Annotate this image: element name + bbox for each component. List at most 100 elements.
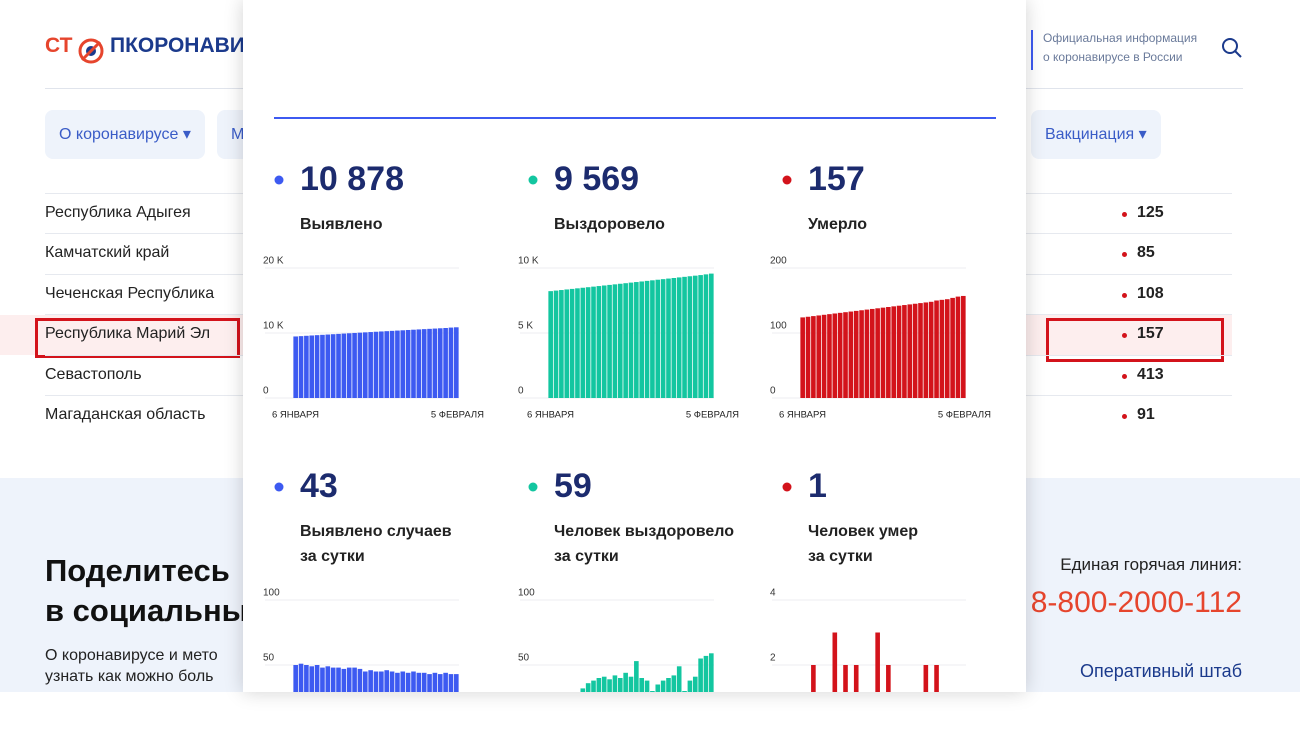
bar <box>950 297 955 398</box>
bar <box>955 296 961 398</box>
bar <box>336 667 341 692</box>
bar <box>548 291 553 398</box>
stat-value: 10 878 <box>300 160 404 198</box>
bar <box>628 676 634 692</box>
region-name: Республика Марий Эл <box>45 325 211 343</box>
bar <box>644 680 650 692</box>
bar <box>325 334 331 398</box>
bar <box>314 335 320 398</box>
stat-label: Человек умер <box>808 523 918 540</box>
x-tick-label: 6 ЯНВАРЯ <box>527 410 574 421</box>
bar <box>934 300 939 398</box>
bar <box>336 333 341 398</box>
hotline-label: Единая горячая линия: <box>1060 555 1242 574</box>
bar <box>395 672 400 692</box>
hotline-phone[interactable]: 8-800-2000-112 <box>1030 586 1242 619</box>
logo-right[interactable]: ПКОРОНАВИ <box>110 34 245 57</box>
share-title: Поделитесь <box>45 553 230 588</box>
stat-dot <box>782 175 792 185</box>
bar <box>416 329 422 398</box>
region-name: Республика Адыгея <box>45 204 191 221</box>
y-tick-label: 100 <box>518 588 535 599</box>
bar <box>330 334 336 398</box>
stat-label: Выявлено <box>300 216 383 233</box>
bar <box>623 672 628 692</box>
bar <box>875 632 880 692</box>
bar <box>596 286 602 398</box>
nav-button[interactable]: Вакцинация ▾ <box>1031 110 1161 159</box>
bar <box>660 279 666 398</box>
bar <box>859 310 864 398</box>
header-info: о коронавирусе в России <box>1043 50 1183 64</box>
y-tick-label: 50 <box>518 653 530 664</box>
stat-dot <box>528 175 538 185</box>
bar <box>421 329 427 398</box>
region-name: Чеченская Республика <box>45 284 215 302</box>
search-icon[interactable] <box>1220 36 1246 62</box>
bar <box>709 273 714 398</box>
bar <box>923 302 929 398</box>
x-tick-label: 5 ФЕВРАЛЯ <box>686 410 739 421</box>
hq-link[interactable]: Оперативный штаб <box>1080 661 1242 681</box>
y-tick-label: 50 <box>263 653 275 664</box>
bar <box>585 683 591 692</box>
header-info: Официальная информация <box>1043 31 1198 45</box>
y-tick-label: 200 <box>770 256 787 267</box>
bar <box>800 317 805 398</box>
row-dot <box>1122 212 1127 217</box>
bar <box>961 295 966 398</box>
bar <box>416 672 422 692</box>
bar <box>682 691 687 692</box>
region-name: Камчатский край <box>45 244 170 262</box>
bar <box>886 665 891 692</box>
bar <box>698 275 703 398</box>
bar <box>357 668 363 692</box>
bar <box>816 315 822 398</box>
bar <box>454 674 459 692</box>
stat-label: Выздоровело <box>554 216 665 233</box>
bar <box>421 672 427 692</box>
row-dot <box>1122 333 1127 339</box>
bar <box>698 658 703 692</box>
bar <box>864 309 870 398</box>
bar <box>601 285 607 398</box>
bar <box>912 303 918 398</box>
row-dot <box>1122 252 1127 258</box>
bar <box>607 679 612 692</box>
bar <box>655 684 661 692</box>
stat-dot <box>528 482 538 492</box>
x-tick-label: 5 ФЕВРАЛЯ <box>431 410 484 421</box>
bar <box>379 331 384 398</box>
y-tick-label: 20 K <box>263 256 284 267</box>
stat-label: Выявлено случаев <box>300 523 452 540</box>
nav-button[interactable]: О коронавирусе ▾ <box>45 110 205 159</box>
bar <box>352 332 357 398</box>
logo-left[interactable]: СТ <box>45 34 73 57</box>
bar <box>304 335 309 398</box>
bar <box>703 274 709 398</box>
region-value: 85 <box>1137 244 1155 262</box>
bar <box>405 329 411 398</box>
bar <box>853 665 859 692</box>
row-dot <box>1122 292 1127 298</box>
bar <box>454 327 459 398</box>
region-name: Севастополь <box>45 365 142 383</box>
bar <box>384 670 390 692</box>
bar <box>617 283 623 398</box>
bar <box>623 283 628 398</box>
stat-dot <box>274 482 284 492</box>
bar <box>811 316 816 398</box>
bar <box>553 290 559 398</box>
bar <box>612 675 618 692</box>
y-tick-label: 10 K <box>518 256 539 267</box>
bar <box>298 336 304 398</box>
y-tick-label: 5 K <box>518 321 533 332</box>
bar <box>928 301 934 398</box>
bar <box>843 312 848 398</box>
bar <box>666 278 671 398</box>
bar <box>607 284 612 398</box>
bar <box>907 304 913 398</box>
bar <box>346 333 352 398</box>
y-tick-label: 0 <box>518 386 524 397</box>
bar <box>676 277 682 398</box>
